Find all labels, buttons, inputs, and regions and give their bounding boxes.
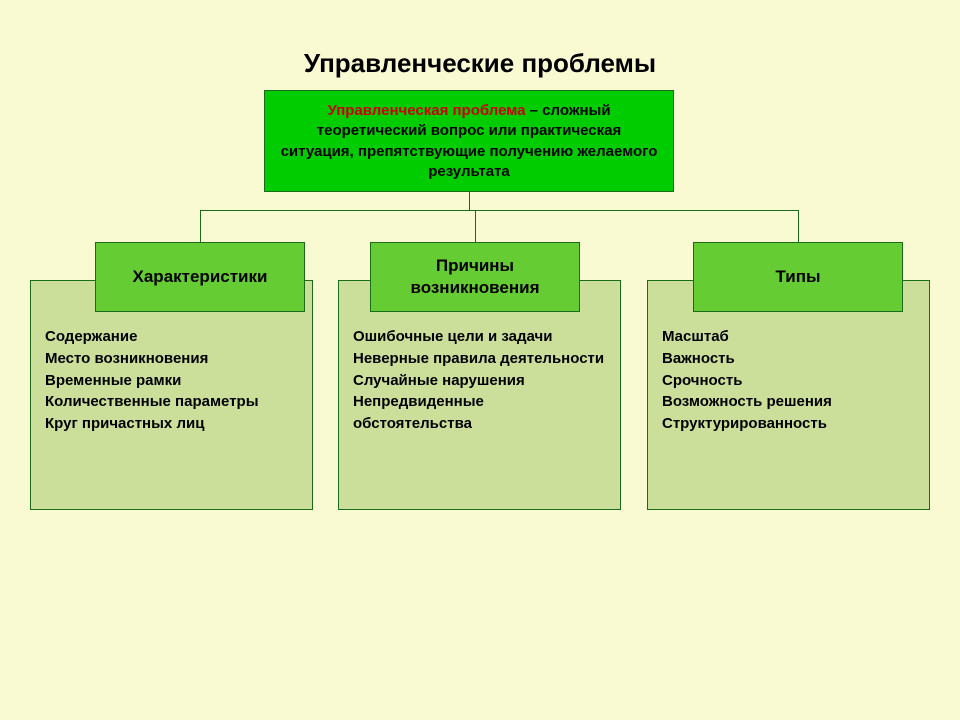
category-box-1: Характеристики [95,242,305,312]
definition-lead: Управленческая проблема [327,102,525,119]
detail-box-2: Ошибочные цели и задачи Неверные правила… [338,280,621,510]
connector-trunk [469,192,470,210]
category-label-1: Характеристики [133,266,268,288]
category-label-3: Типы [776,266,821,288]
detail-body-1: Содержание Место возникновения Временные… [45,326,298,435]
diagram-title: Управленческие проблемы [0,48,960,79]
connector-drop-2 [475,210,476,242]
category-box-2: Причины возникновения [370,242,580,312]
detail-box-1: Содержание Место возникновения Временные… [30,280,313,510]
connector-drop-1 [200,210,201,242]
category-label-2: Причины возникновения [371,255,579,299]
detail-body-3: Масштаб Важность Срочность Возможность р… [662,326,915,435]
category-box-3: Типы [693,242,903,312]
detail-box-3: Масштаб Важность Срочность Возможность р… [647,280,930,510]
connector-drop-3 [798,210,799,242]
detail-body-2: Ошибочные цели и задачи Неверные правила… [353,326,606,435]
definition-box: Управленческая проблема – сложный теорет… [264,90,674,192]
connector-bus [200,210,798,211]
